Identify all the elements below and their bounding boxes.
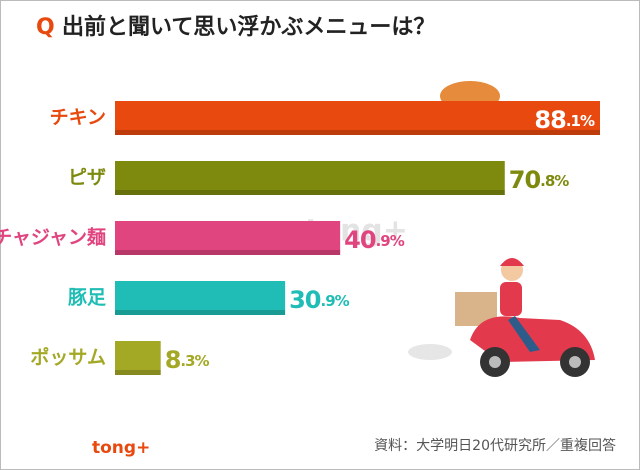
category-label: ポッサム bbox=[30, 346, 106, 369]
bar bbox=[115, 281, 286, 315]
bar-shadow bbox=[115, 130, 600, 135]
category-label: ピザ bbox=[68, 167, 106, 189]
category-label: チャジャン麺 bbox=[0, 226, 106, 249]
value-label: 30.9% bbox=[289, 286, 350, 314]
value-label: 8.3% bbox=[165, 346, 210, 374]
bar bbox=[115, 161, 505, 195]
value-label: 88.1% bbox=[534, 106, 595, 134]
bar-shadow bbox=[115, 370, 161, 375]
bar bbox=[115, 221, 341, 255]
logo: tong+ bbox=[92, 438, 150, 458]
value-label: 70.8% bbox=[509, 166, 570, 194]
category-label: 豚足 bbox=[68, 287, 107, 309]
category-label: チキン bbox=[50, 107, 106, 129]
chart-title: 出前と聞いて思い浮かぶメニューは？ bbox=[62, 14, 435, 40]
bar-shadow bbox=[115, 310, 286, 315]
bar bbox=[115, 341, 161, 375]
source: 資料：大学明日20代研究所／重複回答 bbox=[374, 437, 616, 454]
bar bbox=[115, 101, 600, 135]
title-prefix: Q bbox=[36, 15, 55, 40]
bar-shadow bbox=[115, 250, 341, 255]
value-label: 40.9% bbox=[344, 226, 405, 254]
bar-shadow bbox=[115, 190, 505, 195]
